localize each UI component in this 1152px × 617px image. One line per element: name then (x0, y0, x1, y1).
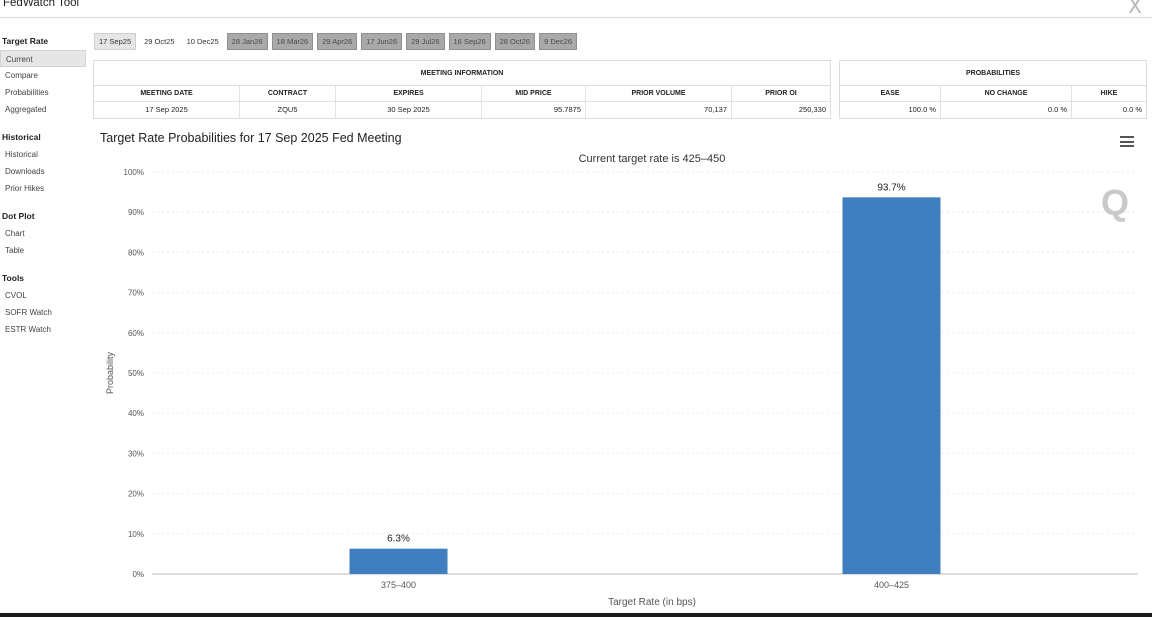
chart-title: Target Rate Probabilities for 17 Sep 202… (100, 131, 402, 145)
sidebar-item-cvol[interactable]: CVOL (5, 291, 27, 300)
table-header-cell: PRIOR VOLUME (586, 86, 732, 101)
sidebar-item-compare[interactable]: Compare (5, 71, 38, 80)
y-tick-label: 100% (124, 168, 144, 177)
table-header-cell: NO CHANGE (941, 86, 1072, 101)
y-tick-label: 60% (128, 329, 144, 338)
sidebar-section: Target Rate Current Compare Probabilities Ag… (0, 30, 86, 118)
sidebar-heading: Tools (2, 273, 25, 283)
table-header-cell: EXPIRES (336, 86, 482, 101)
probability-bar-chart: Current target rate is 425–450 0% 10% 20% 30… (105, 153, 1138, 608)
table-header-cell: MEETING DATE (94, 86, 240, 101)
table-cell: 0.0 % (1122, 105, 1142, 114)
sidebar-heading: Historical (2, 132, 41, 142)
sidebar-section: Historical Historical Downloads Prior Hikes (0, 126, 86, 197)
meeting-tab[interactable]: 9 Dec26 (539, 33, 577, 50)
sidebar-heading: Dot Plot (2, 211, 35, 221)
sidebar-item-prior-hikes[interactable]: Prior Hikes (5, 184, 45, 193)
sidebar-item-downloads[interactable]: Downloads (5, 167, 45, 176)
meeting-tab[interactable]: 17 Jun26 (361, 33, 403, 50)
probabilities-table: PROBABILITIES EASE NO CHANGE HIKE 100.0 % 0… (839, 60, 1147, 119)
table-header-cell: HIKE (1100, 90, 1118, 97)
watermark-q-icon: Q (1101, 182, 1130, 223)
y-tick-label: 50% (128, 369, 144, 378)
sidebar-nav: Target Rate Current Compare Probabilities Ag… (0, 30, 86, 346)
table-cell: 17 Sep 2025 (94, 102, 240, 118)
data-label: 93.7% (877, 182, 905, 193)
probabilities-title: PROBABILITIES (840, 61, 1146, 86)
x-tick-label: 375–400 (381, 580, 416, 590)
table-header-cell: CONTRACT (240, 86, 336, 101)
close-icon[interactable]: X (1128, 0, 1142, 18)
sidebar-section: Tools CVOL SOFR Watch ESTR Watch (0, 267, 86, 338)
y-tick-label: 30% (128, 449, 144, 458)
meeting-tab[interactable]: 29 Jul26 (406, 33, 445, 50)
sidebar-item-estr-watch[interactable]: ESTR Watch (5, 325, 51, 334)
data-label: 6.3% (387, 534, 410, 545)
meeting-tab[interactable]: 28 Oct26 (494, 33, 536, 50)
table-header-row: MEETING DATE CONTRACT EXPIRES MID PRICE PRIO… (94, 86, 830, 102)
sidebar-heading: Target Rate (2, 36, 49, 46)
sidebar-item-sofr-watch[interactable]: SOFR Watch (5, 308, 52, 317)
table-header-row: EASE NO CHANGE HIKE (840, 86, 1146, 102)
x-axis-title: Target Rate (in bps) (608, 597, 696, 608)
chart-subtitle: Current target rate is 425–450 (579, 153, 726, 165)
table-cell: 30 Sep 2025 (336, 102, 482, 118)
bottom-border (0, 613, 1152, 617)
meeting-tab[interactable]: 28 Jan26 (226, 33, 268, 50)
y-tick-label: 40% (128, 409, 144, 418)
meeting-tab[interactable]: 16 Sep26 (448, 33, 491, 50)
title-bar: FedWatch Tool X (0, 0, 1152, 18)
sidebar-item-chart[interactable]: Chart (5, 229, 25, 238)
table-cell: 250,330 (798, 105, 826, 114)
table-header-cell: PRIOR OI (765, 90, 797, 97)
table-cell: 70,137 (586, 102, 732, 118)
meeting-information-table: MEETING INFORMATION MEETING DATE CONTRACT… (93, 60, 831, 119)
y-tick-label: 90% (128, 208, 144, 217)
table-cell: ZQU5 (240, 102, 336, 118)
y-tick-label: 0% (132, 570, 144, 579)
table-cell: 0.0 % (941, 102, 1072, 118)
meeting-tabs: 17 Sep25 29 Oct25 10 Dec25 28 Jan26 18 Mar26… (94, 33, 577, 50)
bar (349, 548, 448, 574)
chart-menu-icon[interactable] (1120, 136, 1134, 147)
meeting-tab[interactable]: 17 Sep25 (94, 33, 137, 50)
x-tick-label: 400–425 (874, 580, 909, 590)
y-tick-label: 20% (128, 490, 144, 499)
sidebar-item-aggregated[interactable]: Aggregated (5, 105, 47, 114)
y-tick-label: 70% (128, 289, 144, 298)
meeting-tab[interactable]: 29 Oct25 (140, 33, 179, 50)
sidebar-item-historical[interactable]: Historical (5, 150, 38, 159)
sidebar-item-probabilities[interactable]: Probabilities (5, 88, 49, 97)
table-row: 100.0 % 0.0 % 0.0 % (840, 102, 1146, 118)
y-axis-title: Probability (105, 351, 115, 394)
app-title: FedWatch Tool (3, 0, 80, 9)
meeting-tab[interactable]: 10 Dec25 (182, 33, 223, 50)
meeting-information-title: MEETING INFORMATION (94, 61, 830, 86)
sidebar-item-current[interactable]: Current (0, 50, 86, 67)
table-cell: 95.7875 (482, 102, 586, 118)
y-tick-label: 10% (128, 530, 144, 539)
table-cell: 100.0 % (840, 102, 941, 118)
sidebar-section: Dot Plot Chart Table (0, 205, 86, 259)
table-header-cell: EASE (840, 86, 941, 101)
table-header-cell: MID PRICE (482, 86, 586, 101)
meeting-tab[interactable]: 18 Mar26 (271, 33, 314, 50)
meeting-tab[interactable]: 29 Apr26 (317, 33, 358, 50)
y-tick-label: 80% (128, 248, 144, 257)
bar (842, 197, 941, 574)
sidebar-item-table[interactable]: Table (5, 246, 25, 255)
table-row: 17 Sep 2025 ZQU5 30 Sep 2025 95.7875 70,137 2… (94, 102, 830, 118)
